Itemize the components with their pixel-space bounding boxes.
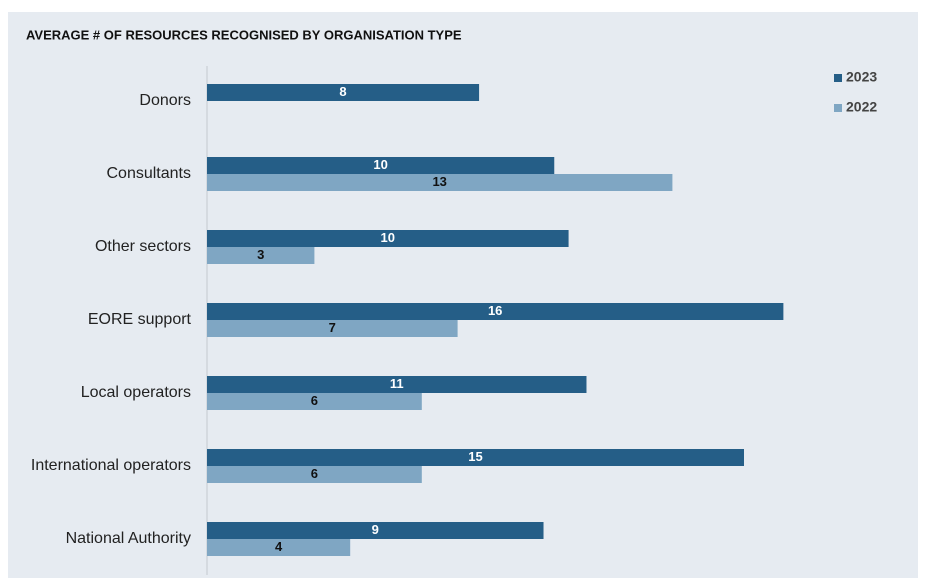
data-label: 6 — [311, 393, 318, 408]
legend-label: 2022 — [846, 99, 877, 115]
data-label: 10 — [381, 230, 395, 245]
bar — [207, 539, 351, 556]
data-label: 3 — [257, 247, 264, 262]
category-label: Local operators — [81, 384, 191, 401]
bar — [207, 174, 673, 191]
legend-label: 2023 — [846, 69, 877, 85]
legend-swatch — [834, 104, 842, 112]
category-label: Consultants — [107, 165, 192, 182]
data-label: 16 — [488, 303, 502, 318]
bar — [207, 522, 544, 539]
legend-swatch — [834, 74, 842, 82]
bar — [207, 320, 458, 337]
data-label: 10 — [373, 157, 387, 172]
bar — [207, 393, 422, 410]
chart-background — [8, 12, 918, 578]
bar — [207, 157, 555, 174]
data-label: 11 — [390, 376, 404, 391]
bar — [207, 449, 744, 466]
chart-title: AVERAGE # OF RESOURCES RECOGNISED BY ORG… — [26, 27, 462, 42]
data-label: 6 — [311, 466, 318, 481]
category-label: Donors — [139, 92, 191, 109]
bar — [207, 303, 784, 320]
bar — [207, 466, 422, 483]
category-label: International operators — [31, 457, 191, 474]
data-label: 15 — [468, 449, 482, 464]
bar — [207, 230, 569, 247]
category-label: Other sectors — [95, 238, 191, 255]
data-label: 7 — [329, 320, 336, 335]
bar — [207, 247, 315, 264]
bar — [207, 84, 480, 101]
data-label: 4 — [275, 539, 283, 554]
category-label: EORE support — [88, 311, 192, 328]
bar — [207, 376, 587, 393]
data-label: 9 — [372, 522, 379, 537]
category-label: National Authority — [66, 530, 191, 547]
data-label: 13 — [432, 174, 446, 189]
data-label: 8 — [339, 84, 346, 99]
